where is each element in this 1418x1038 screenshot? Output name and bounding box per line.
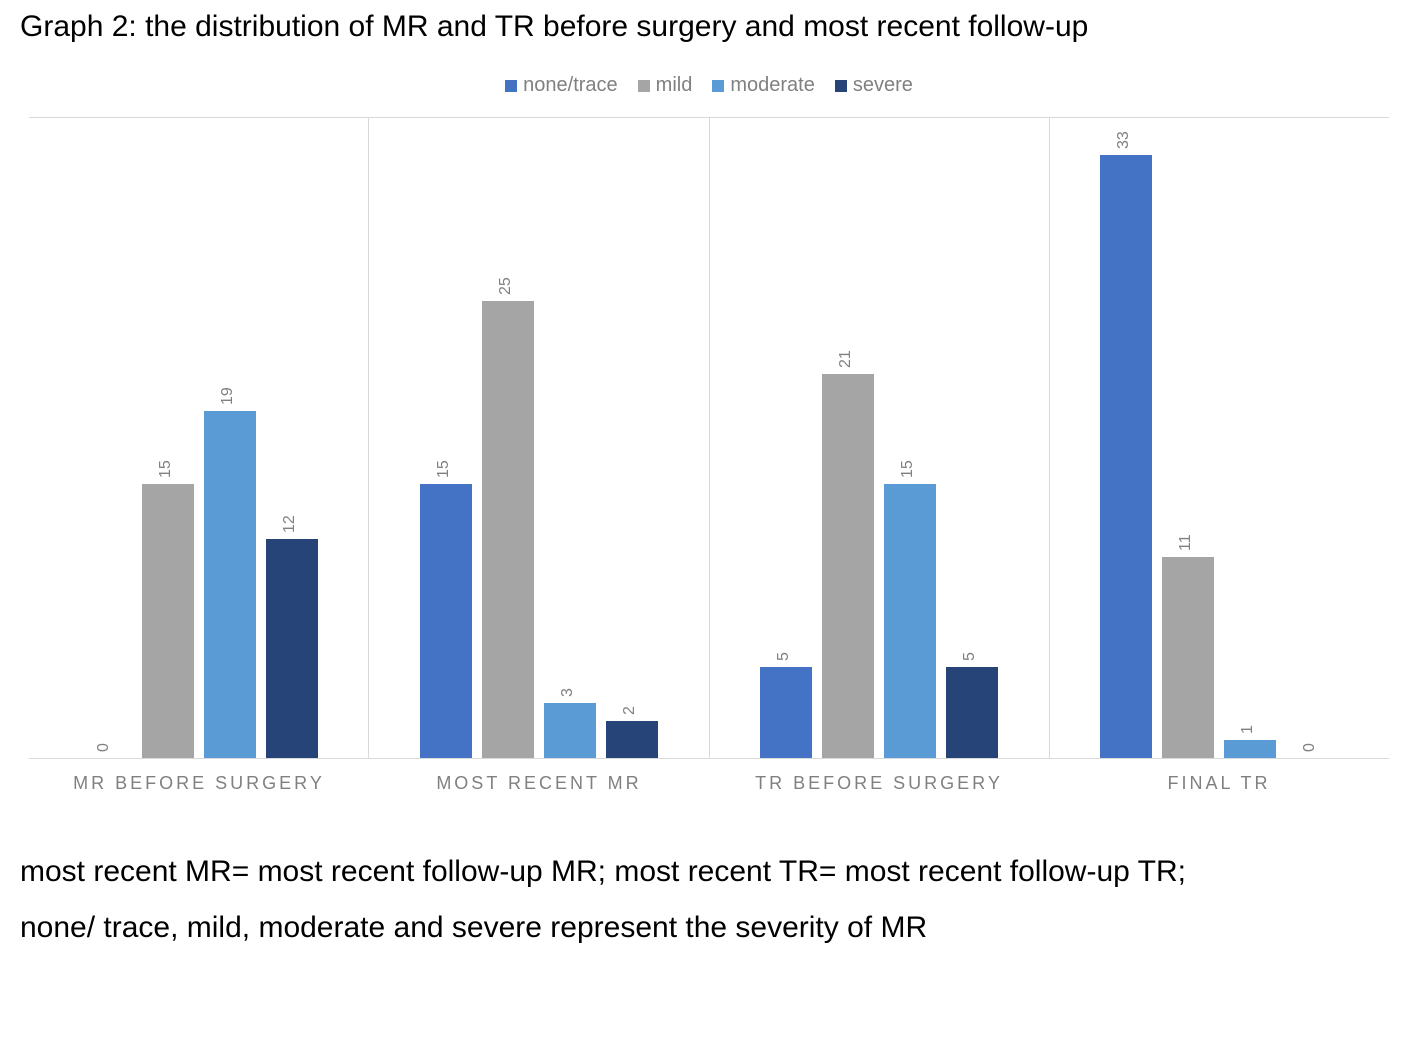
bar: 11 <box>1162 557 1214 758</box>
bar-value-label: 5 <box>775 652 793 661</box>
bar-value-label: 3 <box>559 688 577 697</box>
bar-value-label: 19 <box>219 387 237 405</box>
bar-value-label: 15 <box>157 460 175 478</box>
bar: 15 <box>420 484 472 758</box>
bar-value-label: 1 <box>1239 725 1257 734</box>
chart-panel: 331110 <box>1050 118 1389 758</box>
legend-item: none/trace <box>505 74 618 97</box>
bar-value-label: 2 <box>621 707 639 716</box>
bar: 19 <box>204 411 256 758</box>
legend-label: mild <box>656 74 693 97</box>
bar: 5 <box>946 667 998 758</box>
legend-label: none/trace <box>523 74 618 97</box>
bar-value-label: 21 <box>837 350 855 368</box>
chart-plot-area: 0151912152532521155331110 <box>29 117 1389 759</box>
x-axis-label: FINAL TR <box>1049 773 1389 794</box>
bar-value-label: 11 <box>1177 534 1195 551</box>
x-axis-label: MR BEFORE SURGERY <box>29 773 369 794</box>
legend-swatch <box>638 80 650 92</box>
chart-title: Graph 2: the distribution of MR and TR b… <box>20 10 1398 44</box>
bar: 15 <box>142 484 194 758</box>
bar-value-label: 0 <box>95 743 113 752</box>
caption-line: most recent MR= most recent follow-up MR… <box>20 844 1398 900</box>
bar: 21 <box>822 374 874 758</box>
legend-label: moderate <box>730 74 815 97</box>
chart-caption: most recent MR= most recent follow-up MR… <box>20 844 1398 955</box>
bar: 25 <box>482 301 534 758</box>
legend-label: severe <box>853 74 913 97</box>
x-axis-labels: MR BEFORE SURGERYMOST RECENT MRTR BEFORE… <box>29 773 1389 794</box>
bar: 1 <box>1224 740 1276 758</box>
bar-value-label: 33 <box>1115 131 1133 149</box>
chart-panel: 521155 <box>710 118 1050 758</box>
bar-value-label: 25 <box>497 277 515 295</box>
legend-item: severe <box>835 74 913 97</box>
bar-value-label: 0 <box>1301 743 1319 752</box>
bar: 2 <box>606 721 658 758</box>
bar: 33 <box>1100 155 1152 758</box>
bar-value-label: 12 <box>281 515 299 533</box>
bar: 15 <box>884 484 936 758</box>
bar: 3 <box>544 703 596 758</box>
bar-value-label: 5 <box>961 652 979 661</box>
legend-item: mild <box>638 74 693 97</box>
legend-swatch <box>505 80 517 92</box>
bar-value-label: 15 <box>435 460 453 478</box>
legend: none/trace mild moderate severe <box>20 74 1398 97</box>
legend-item: moderate <box>712 74 815 97</box>
x-axis-label: MOST RECENT MR <box>369 773 709 794</box>
chart-panel: 152532 <box>369 118 709 758</box>
legend-swatch <box>835 80 847 92</box>
bar: 12 <box>266 539 318 758</box>
chart-panel: 0151912 <box>29 118 369 758</box>
bar-value-label: 15 <box>899 460 917 478</box>
x-axis-label: TR BEFORE SURGERY <box>709 773 1049 794</box>
bar: 5 <box>760 667 812 758</box>
caption-line: none/ trace, mild, moderate and severe r… <box>20 900 1398 956</box>
legend-swatch <box>712 80 724 92</box>
page-root: Graph 2: the distribution of MR and TR b… <box>0 0 1418 955</box>
